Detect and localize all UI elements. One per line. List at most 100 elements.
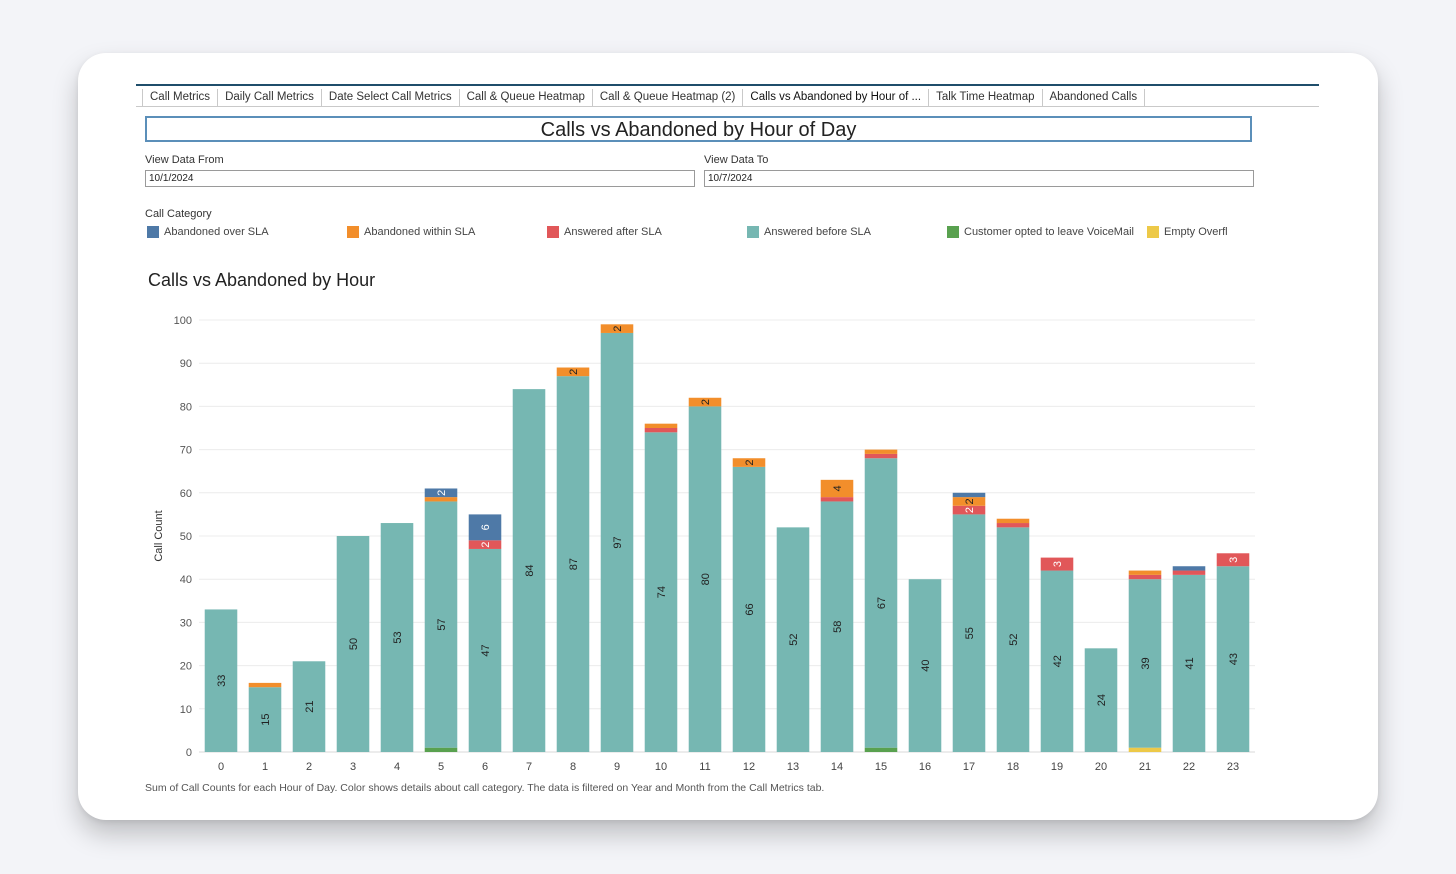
data-label: 40 <box>920 659 932 671</box>
data-label: 41 <box>1184 657 1196 669</box>
data-label: 50 <box>348 638 360 650</box>
bar-segment <box>512 389 546 752</box>
bar-segment <box>468 548 502 752</box>
data-label: 2 <box>480 542 492 548</box>
x-tick-label: 8 <box>570 761 576 773</box>
data-label: 97 <box>612 536 624 548</box>
data-label: 24 <box>1096 694 1108 706</box>
data-label: 2 <box>744 459 756 465</box>
x-tick-label: 0 <box>218 761 224 773</box>
legend-label: Customer opted to leave VoiceMail <box>964 226 1134 238</box>
y-tick-label: 60 <box>180 488 192 500</box>
bar-segment <box>952 497 986 506</box>
data-label: 84 <box>524 564 536 576</box>
bar-segment <box>424 501 458 748</box>
bar-segment <box>1128 579 1162 748</box>
bar-segment <box>820 497 854 502</box>
legend-swatch <box>147 226 159 238</box>
bar-segment <box>1216 566 1250 752</box>
data-label: 87 <box>568 558 580 570</box>
sheet-tab[interactable]: Talk Time Heatmap <box>929 89 1043 106</box>
bar-segment <box>1084 648 1118 752</box>
chart-footnote: Sum of Call Counts for each Hour of Day.… <box>145 782 825 794</box>
legend-label: Abandoned within SLA <box>364 226 476 238</box>
legend-title: Call Category <box>145 208 212 220</box>
sheet-tab[interactable]: Abandoned Calls <box>1043 89 1146 106</box>
y-tick-label: 50 <box>180 531 192 543</box>
data-label: 80 <box>700 573 712 585</box>
bar-segment <box>732 458 766 467</box>
legend-item[interactable]: Answered before SLA <box>747 226 871 238</box>
data-label: 3 <box>1052 561 1064 567</box>
bar-segment <box>644 432 678 752</box>
bar-segment <box>1128 747 1162 752</box>
bar-segment <box>864 458 898 748</box>
data-label: 52 <box>788 634 800 646</box>
view-data-from-input[interactable]: 10/1/2024 <box>145 170 695 187</box>
x-tick-label: 14 <box>831 761 843 773</box>
bar-segment <box>644 423 678 428</box>
y-tick-label: 30 <box>180 617 192 629</box>
data-label: 2 <box>436 490 448 496</box>
legend-label: Empty Overfl <box>1164 226 1228 238</box>
sheet-tab[interactable]: Date Select Call Metrics <box>322 89 460 106</box>
sheet-tab[interactable]: Call Metrics <box>142 89 219 106</box>
sheet-tab[interactable]: Call & Queue Heatmap <box>460 89 593 106</box>
y-tick-label: 20 <box>180 661 192 673</box>
bar-segment <box>820 479 854 498</box>
data-label: 42 <box>1052 655 1064 667</box>
bar-segment <box>600 332 634 752</box>
legend-label: Answered after SLA <box>564 226 662 238</box>
bar-segment <box>864 449 898 454</box>
bar-segment <box>204 609 238 752</box>
sheet-tab-bar: Call Metrics Daily Call Metrics Date Selec… <box>136 84 1319 107</box>
bar-segment <box>1040 557 1074 571</box>
legend-swatch <box>547 226 559 238</box>
data-label: 2 <box>568 369 580 375</box>
bar-segment <box>292 661 326 752</box>
bar-segment <box>424 747 458 752</box>
x-tick-label: 19 <box>1051 761 1063 773</box>
y-tick-label: 100 <box>174 315 192 327</box>
data-label: 21 <box>304 701 316 713</box>
x-tick-label: 12 <box>743 761 755 773</box>
legend-swatch <box>1147 226 1159 238</box>
x-tick-label: 20 <box>1095 761 1107 773</box>
bar-segment <box>776 527 810 752</box>
data-label: 2 <box>612 326 624 332</box>
y-tick-label: 0 <box>186 747 192 759</box>
x-tick-label: 9 <box>614 761 620 773</box>
data-label: 52 <box>1008 634 1020 646</box>
sheet-tab[interactable]: Call & Queue Heatmap (2) <box>593 89 744 106</box>
bar-segment <box>996 523 1030 528</box>
bar-segment <box>688 406 722 752</box>
x-tick-label: 6 <box>482 761 488 773</box>
data-label: 33 <box>216 675 228 687</box>
sheet-tab[interactable]: Calls vs Abandoned by Hour of ... <box>743 89 930 106</box>
x-tick-label: 13 <box>787 761 799 773</box>
view-data-to-label: View Data To <box>704 154 769 166</box>
bar-segment <box>908 579 942 752</box>
y-axis-title: Call Count <box>153 510 165 561</box>
legend-item[interactable]: Abandoned within SLA <box>347 226 475 238</box>
x-tick-label: 16 <box>919 761 931 773</box>
x-tick-label: 11 <box>699 761 710 773</box>
bar-segment <box>556 367 590 377</box>
legend-item[interactable]: Customer opted to leave VoiceMail <box>947 226 1134 238</box>
bar-segment <box>1128 570 1162 575</box>
data-label: 55 <box>964 627 976 639</box>
sheet-tab[interactable]: Daily Call Metrics <box>218 89 322 106</box>
view-data-to-input[interactable]: 10/7/2024 <box>704 170 1254 187</box>
legend-item[interactable]: Answered after SLA <box>547 226 662 238</box>
legend-item[interactable]: Abandoned over SLA <box>147 226 269 238</box>
legend-item[interactable]: Empty Overfl <box>1147 226 1228 238</box>
bar-segment <box>468 540 502 549</box>
bar-segment <box>1216 553 1250 567</box>
x-tick-label: 3 <box>350 761 356 773</box>
bar-segment <box>248 687 282 752</box>
y-tick-label: 10 <box>180 704 192 716</box>
data-label: 6 <box>480 524 492 530</box>
y-tick-label: 90 <box>180 358 192 370</box>
bar-segment <box>820 501 854 752</box>
bar-segment <box>468 514 502 541</box>
